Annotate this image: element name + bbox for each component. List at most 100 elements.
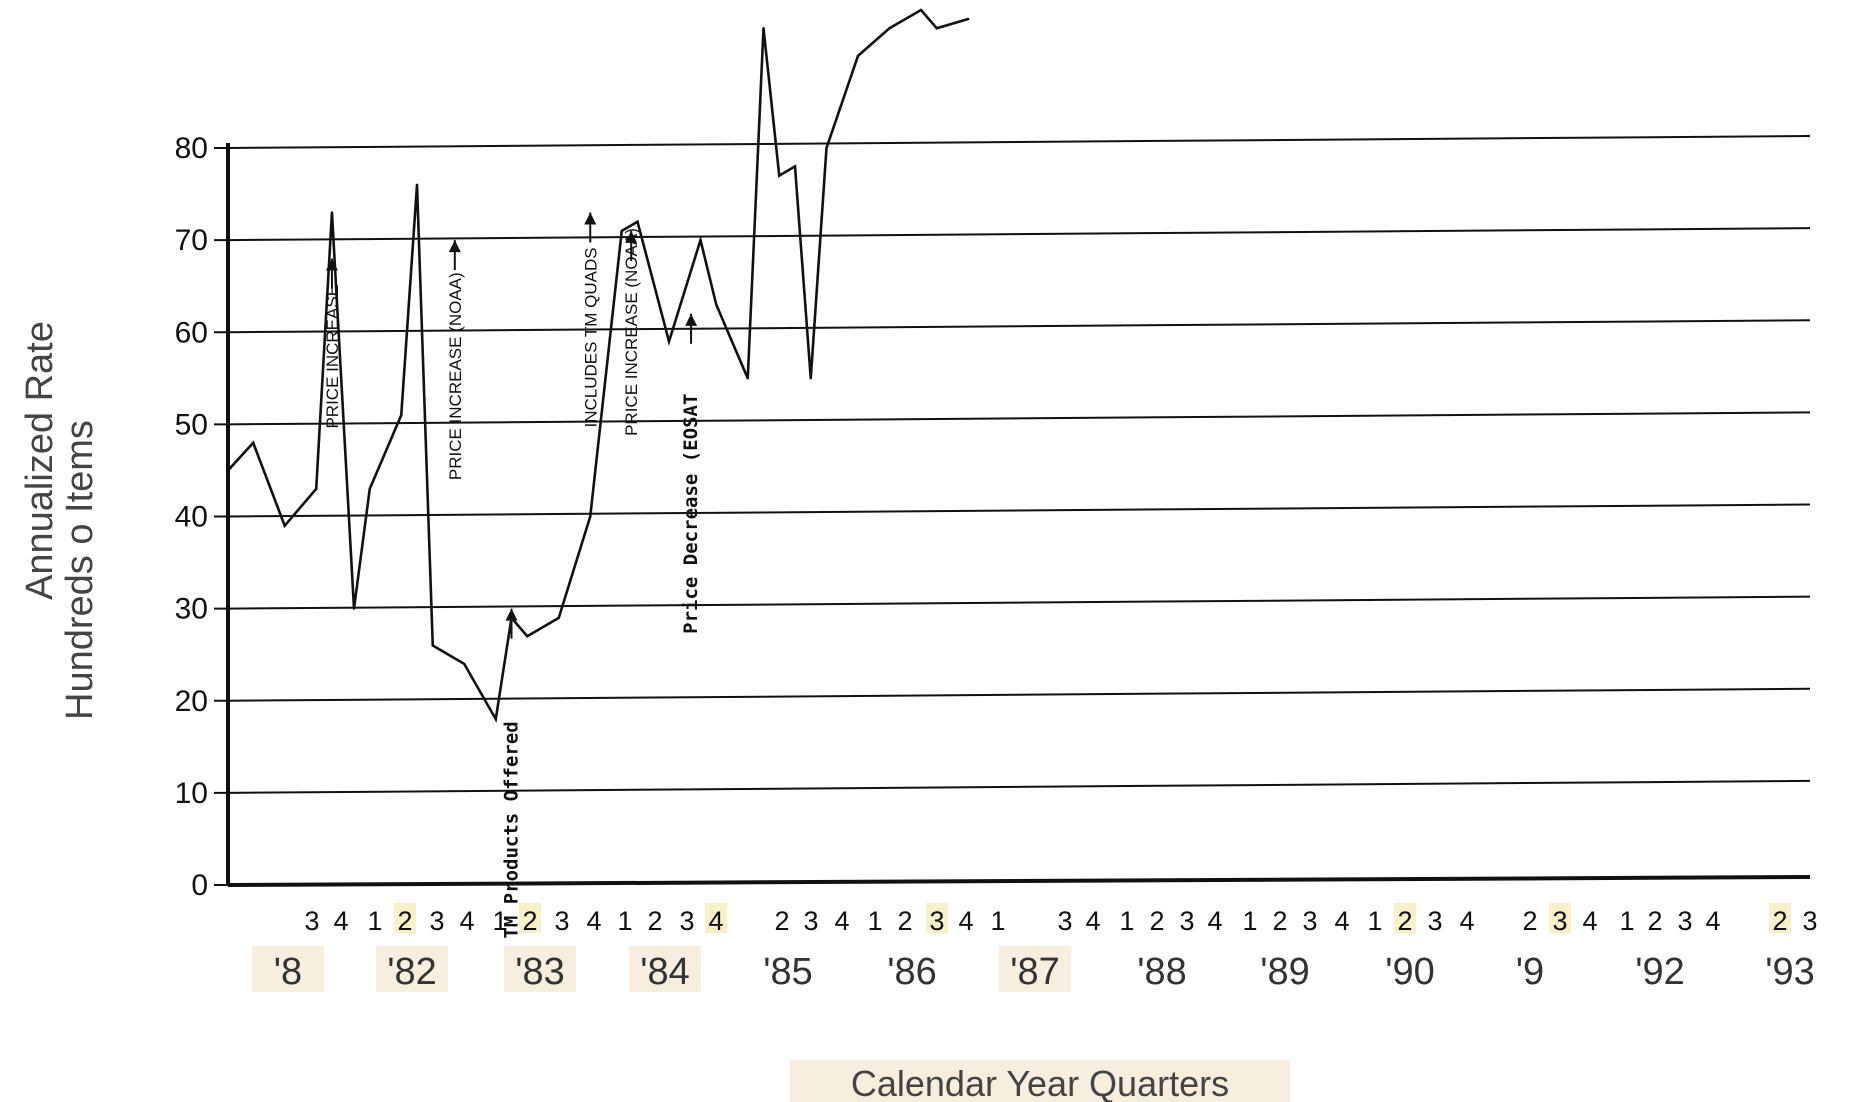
quarter-tick-label: 3	[1427, 906, 1442, 936]
data-point	[331, 211, 333, 213]
data-point	[747, 377, 749, 379]
quarter-tick-label: 4	[586, 906, 601, 936]
annotation-0: PRICE INCREASE	[323, 259, 342, 429]
data-point	[227, 469, 229, 471]
y-tick-label: 80	[175, 132, 208, 165]
annotation-text: TM Products Offered	[501, 721, 523, 938]
data-point	[284, 525, 286, 527]
quarter-tick-label: 4	[1582, 906, 1597, 936]
quarter-tick-label: 3	[929, 906, 944, 936]
annotation-2: TM Products Offered	[501, 609, 523, 939]
quarter-tick-label: 3	[1552, 906, 1567, 936]
quarter-tick-label: 2	[647, 906, 662, 936]
data-point	[495, 718, 497, 720]
quarter-tick-label: 2	[1272, 906, 1287, 936]
quarter-tick-label: 2	[1647, 906, 1662, 936]
grid-line-50	[228, 412, 1810, 424]
quarter-tick-label: 4	[1207, 906, 1222, 936]
year-tick-label: '88	[1137, 951, 1187, 993]
data-point	[668, 340, 670, 342]
annotation-arrow-head	[506, 609, 518, 621]
annotation-3: INCLUDES TM QUADS	[581, 212, 600, 427]
annotation-arrow-head	[685, 314, 697, 326]
grid-lines	[228, 136, 1810, 793]
data-point	[794, 165, 796, 167]
quarter-tick-label: 4	[958, 906, 973, 936]
data-point	[936, 27, 938, 29]
quarter-tick-label: 3	[1179, 906, 1194, 936]
y-tick-labels: 0 10 20 30 40 50 60 70 80	[175, 132, 228, 902]
data-point	[558, 617, 560, 619]
quarter-tick-label: 3	[1802, 906, 1817, 936]
year-tick-labels: '8 '82 '83 '84 '85 '86 '87 '88 '89 '90 '9 '92 '93	[252, 946, 1815, 993]
grid-line-70	[228, 228, 1810, 240]
quarter-tick-label: 2	[1522, 906, 1537, 936]
x-axis-line	[228, 877, 1810, 885]
data-point	[920, 9, 922, 11]
quarter-tick-label: 1	[867, 906, 882, 936]
data-point	[857, 55, 859, 57]
y-tick-label: 0	[191, 869, 208, 902]
data-point	[416, 184, 418, 186]
quarter-tick-label: 2	[1772, 906, 1787, 936]
quarter-tick-label: 2	[774, 906, 789, 936]
data-point	[778, 174, 780, 176]
grid-line-40	[228, 505, 1810, 517]
annotation-text: Price Decrease (EOSAT	[680, 394, 702, 634]
year-tick-label: '92	[1635, 951, 1685, 993]
grid-line-60	[228, 320, 1810, 332]
annotation-5: Price Decrease (EOSAT	[680, 314, 702, 634]
quarter-tick-label: 3	[554, 906, 569, 936]
quarter-tick-label: 2	[522, 906, 537, 936]
annotation-text: PRICE INCREASE	[323, 285, 342, 429]
y-axis-label-line-1: Annualized Rate	[19, 321, 61, 600]
quarter-tick-label: 1	[1242, 906, 1257, 936]
data-point	[888, 27, 890, 29]
quarter-tick-label: 1	[990, 906, 1005, 936]
data-point	[353, 607, 355, 609]
quarter-tick-label: 3	[679, 906, 694, 936]
year-tick-label: '83	[515, 951, 565, 993]
quarter-tick-label: 2	[397, 906, 412, 936]
quarter-tick-label: 4	[459, 906, 474, 936]
annotation-arrow-head	[449, 240, 461, 252]
y-tick-label: 50	[175, 408, 208, 441]
annotation-text: INCLUDES TM QUADS	[581, 247, 600, 427]
quarter-tick-label: 4	[333, 906, 348, 936]
grid-line-10	[228, 781, 1810, 793]
year-tick-label: '84	[640, 951, 690, 993]
quarter-tick-label: 1	[617, 906, 632, 936]
year-tick-label: '87	[1010, 951, 1060, 993]
year-tick-label: '9	[1516, 951, 1544, 993]
year-tick-label: '90	[1385, 951, 1435, 993]
year-tick-label: '82	[387, 951, 437, 993]
annotation-1: PRICE INCREASE (NOAA)	[446, 240, 465, 480]
y-tick-label: 30	[175, 593, 208, 626]
quarter-tick-labels: 3412341234123423412341341234123412342341…	[304, 903, 1817, 936]
data-point	[589, 515, 591, 517]
grid-line-30	[228, 597, 1810, 609]
quarter-tick-label: 3	[1057, 906, 1072, 936]
quarter-tick-label: 4	[1705, 906, 1720, 936]
quarter-tick-label: 3	[1677, 906, 1692, 936]
quarter-tick-label: 2	[897, 906, 912, 936]
year-tick-label: '93	[1765, 951, 1815, 993]
y-tick-label: 40	[175, 501, 208, 534]
quarter-tick-label: 4	[708, 906, 723, 936]
data-point	[315, 488, 317, 490]
annotation-text: PRICE INCREASE (NOAA)	[446, 272, 465, 480]
quarter-tick-label: 1	[1619, 906, 1634, 936]
grid-line-20	[228, 689, 1810, 701]
grid-line-80	[228, 136, 1810, 148]
quarter-tick-label: 4	[1334, 906, 1349, 936]
quarter-tick-label: 1	[367, 906, 382, 936]
y-tick-label: 10	[175, 777, 208, 810]
x-axis-label: Calendar Year Quarters	[851, 1063, 1229, 1102]
data-point	[810, 377, 812, 379]
data-point	[762, 27, 764, 29]
data-point	[400, 414, 402, 416]
quarter-tick-label: 3	[803, 906, 818, 936]
data-point	[526, 635, 528, 637]
y-tick-label: 70	[175, 224, 208, 257]
